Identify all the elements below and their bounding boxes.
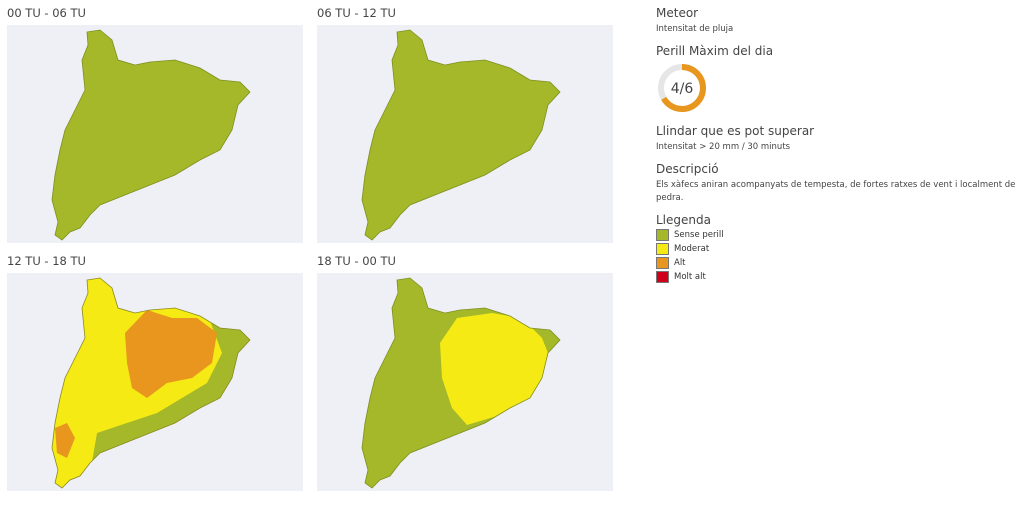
legend-swatch bbox=[656, 271, 669, 283]
map bbox=[7, 273, 303, 491]
text: Els xàfecs aniran acompanyats de tempest… bbox=[656, 180, 1016, 203]
map-title: 12 TU - 18 TU bbox=[7, 254, 86, 268]
map bbox=[317, 25, 613, 243]
legend: Sense perill Moderat Alt Molt alt bbox=[656, 229, 1018, 283]
legend-item: Sense perill bbox=[656, 229, 1018, 241]
legend-label: Sense perill bbox=[674, 230, 724, 240]
text: Intensitat de pluja bbox=[656, 24, 734, 34]
map bbox=[7, 25, 303, 243]
gauge-arc bbox=[658, 64, 706, 112]
legend-swatch bbox=[656, 257, 669, 269]
legend-label: Moderat bbox=[674, 244, 710, 254]
map bbox=[317, 273, 613, 491]
gauge-label: 4/6 bbox=[671, 81, 694, 97]
sidebar: Meteor Intensitat de pluja Perill Màxim … bbox=[656, 6, 1018, 283]
legend-item: Molt alt bbox=[656, 271, 1018, 283]
heading: Llindar que es pot superar bbox=[656, 124, 815, 138]
legend-label: Molt alt bbox=[674, 272, 706, 282]
heading: Descripció bbox=[656, 162, 719, 176]
heading: Perill Màxim del dia bbox=[656, 44, 774, 58]
gauge: 4/6 bbox=[658, 64, 706, 112]
legend-label: Alt bbox=[674, 258, 686, 268]
heading: Llegenda bbox=[656, 213, 711, 227]
map-title: 18 TU - 00 TU bbox=[317, 254, 396, 268]
legend-item: Moderat bbox=[656, 243, 1018, 255]
text: Intensitat > 20 mm / 30 minuts bbox=[656, 142, 791, 152]
map-title: 00 TU - 06 TU bbox=[7, 6, 86, 20]
legend-swatch bbox=[656, 229, 669, 241]
heading: Meteor bbox=[656, 6, 699, 20]
map-title: 06 TU - 12 TU bbox=[317, 6, 396, 20]
legend-swatch bbox=[656, 243, 669, 255]
legend-item: Alt bbox=[656, 257, 1018, 269]
